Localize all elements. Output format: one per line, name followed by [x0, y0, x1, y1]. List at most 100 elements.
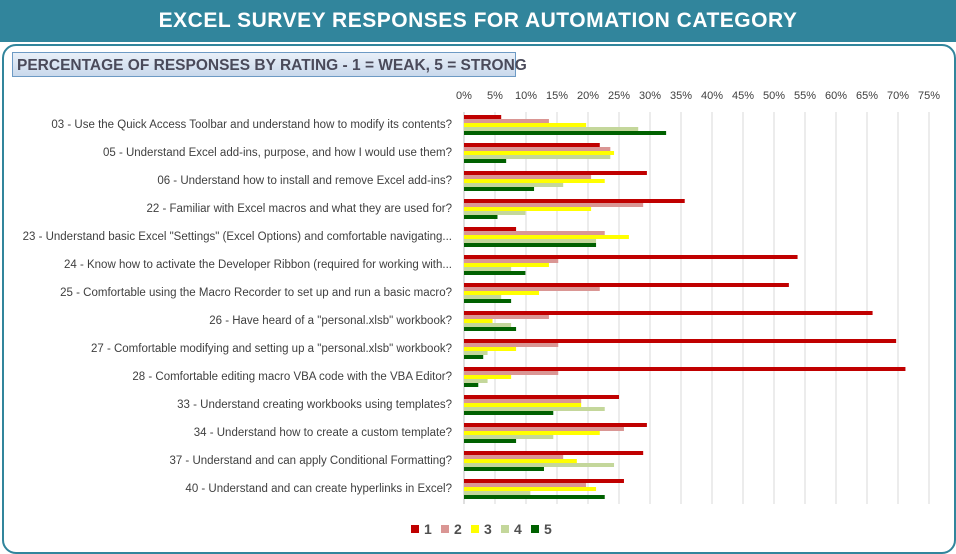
category-label: 33 - Understand creating workbooks using…	[177, 399, 452, 411]
category-label: 26 - Have heard of a "personal.xlsb" wor…	[209, 315, 452, 327]
category-label: 37 - Understand and can apply Conditiona…	[169, 455, 452, 467]
bar-series-5	[464, 439, 517, 443]
category-label: 28 - Comfortable editing macro VBA code …	[132, 371, 452, 383]
category-label: 03 - Use the Quick Access Toolbar and un…	[51, 119, 452, 131]
bar-series-2	[464, 399, 582, 403]
legend-swatch-5	[531, 525, 539, 533]
bar-series-3	[464, 207, 592, 211]
category-label: 34 - Understand how to create a custom t…	[194, 427, 452, 439]
category-label: 05 - Understand Excel add-ins, purpose, …	[103, 147, 452, 159]
bar-series-5	[464, 327, 517, 331]
bar-series-3	[464, 263, 549, 267]
bar-series-5	[464, 355, 484, 359]
bar-series-1	[464, 255, 798, 259]
bar-series-1	[464, 479, 624, 483]
bar-series-2	[464, 427, 624, 431]
bar-series-3	[464, 319, 493, 323]
bar-series-1	[464, 143, 600, 147]
bar-series-3	[464, 487, 597, 491]
legend-label-5: 5	[544, 521, 552, 537]
bar-series-4	[464, 295, 502, 299]
bar-series-2	[464, 455, 564, 459]
bar-series-1	[464, 451, 644, 455]
bar-series-1	[464, 339, 897, 343]
bar-series-2	[464, 315, 549, 319]
category-label: 25 - Comfortable using the Macro Recorde…	[60, 287, 452, 299]
bar-series-1	[464, 367, 906, 371]
bar-series-1	[464, 395, 619, 399]
bar-series-1	[464, 423, 647, 427]
bar-series-1	[464, 283, 789, 287]
bar-series-4	[464, 435, 554, 439]
bar-series-5	[464, 187, 535, 191]
header-title: EXCEL SURVEY RESPONSES FOR AUTOMATION CA…	[158, 9, 798, 32]
bar-series-5	[464, 131, 667, 135]
bar-series-2	[464, 147, 611, 151]
bar-series-3	[464, 431, 600, 435]
x-tick-label: 50%	[763, 90, 785, 102]
bar-series-4	[464, 211, 526, 215]
bar-series-4	[464, 127, 639, 131]
legend-swatch-4	[501, 525, 509, 533]
x-tick-label: 70%	[887, 90, 909, 102]
bar-series-3	[464, 403, 582, 407]
legend-label-3: 3	[484, 521, 492, 537]
legend-label-4: 4	[514, 521, 522, 537]
x-tick-label: 5%	[487, 90, 503, 102]
legend-swatch-2	[441, 525, 449, 533]
bar-series-5	[464, 271, 526, 275]
bar-series-2	[464, 371, 559, 375]
x-tick-label: 55%	[794, 90, 816, 102]
bar-series-5	[464, 383, 479, 387]
bar-series-3	[464, 347, 517, 351]
bar-series-1	[464, 171, 647, 175]
x-tick-label: 75%	[918, 90, 940, 102]
bar-series-2	[464, 259, 559, 263]
bar-series-3	[464, 459, 577, 463]
category-label: 06 - Understand how to install and remov…	[157, 175, 452, 187]
bar-series-1	[464, 115, 502, 119]
bar-series-2	[464, 287, 600, 291]
legend-label-1: 1	[424, 521, 432, 537]
x-tick-label: 40%	[701, 90, 723, 102]
x-tick-label: 65%	[856, 90, 878, 102]
bar-series-3	[464, 375, 512, 379]
bar-series-2	[464, 231, 605, 235]
x-tick-label: 30%	[639, 90, 661, 102]
bar-series-3	[464, 235, 629, 239]
bar-series-5	[464, 411, 554, 415]
bar-series-5	[464, 495, 605, 499]
x-tick-label: 15%	[546, 90, 568, 102]
legend-label-2: 2	[454, 521, 462, 537]
category-label: 40 - Understand and can create hyperlink…	[185, 483, 452, 495]
bar-series-4	[464, 155, 611, 159]
bar-series-3	[464, 291, 540, 295]
bar-series-5	[464, 215, 498, 219]
page-header: EXCEL SURVEY RESPONSES FOR AUTOMATION CA…	[0, 0, 956, 42]
bar-series-5	[464, 299, 512, 303]
bar-series-4	[464, 379, 488, 383]
legend-swatch-3	[471, 525, 479, 533]
x-tick-label: 10%	[515, 90, 537, 102]
bar-series-2	[464, 203, 644, 207]
bar-series-1	[464, 199, 685, 203]
bar-series-5	[464, 243, 597, 247]
x-tick-label: 60%	[825, 90, 847, 102]
bar-series-5	[464, 467, 544, 471]
bar-series-4	[464, 323, 512, 327]
category-label: 24 - Know how to activate the Developer …	[64, 259, 452, 271]
x-tick-label: 45%	[732, 90, 754, 102]
bar-series-4	[464, 183, 564, 187]
x-tick-label: 0%	[456, 90, 472, 102]
category-label: 23 - Understand basic Excel "Settings" (…	[23, 231, 452, 243]
x-tick-label: 35%	[670, 90, 692, 102]
bar-series-2	[464, 343, 559, 347]
category-label: 27 - Comfortable modifying and setting u…	[91, 343, 452, 355]
bar-series-4	[464, 239, 597, 243]
bar-series-3	[464, 151, 615, 155]
chart-title: PERCENTAGE OF RESPONSES BY RATING - 1 = …	[12, 52, 527, 77]
bar-series-2	[464, 119, 549, 123]
bar-series-4	[464, 407, 605, 411]
bar-series-4	[464, 267, 512, 271]
